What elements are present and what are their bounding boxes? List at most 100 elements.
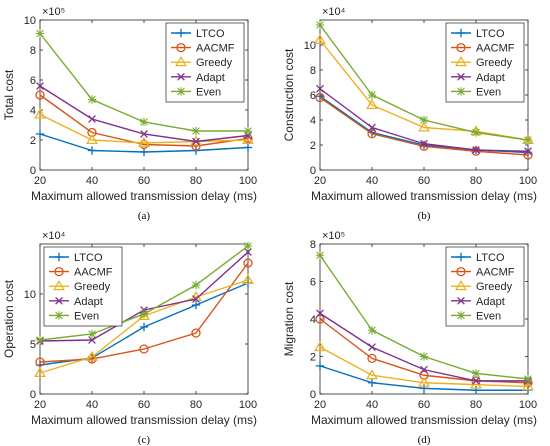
series-even xyxy=(35,29,253,136)
data-point xyxy=(243,126,253,136)
x-tick-label: 100 xyxy=(239,175,257,187)
data-point xyxy=(418,121,430,132)
x-tick-label: 80 xyxy=(190,175,202,187)
x-axis-label: Maximum allowed transmission delay (ms) xyxy=(31,413,257,427)
legend-entry: LTCO xyxy=(476,28,505,40)
data-point xyxy=(420,365,428,374)
data-point xyxy=(191,280,201,290)
data-point xyxy=(140,130,148,138)
y-tick-label: 0 xyxy=(310,389,316,401)
data-point xyxy=(243,143,253,152)
legend-marker xyxy=(457,296,465,305)
data-point xyxy=(36,82,44,90)
data-point xyxy=(368,123,376,132)
y-tick-label: 8 xyxy=(30,45,36,57)
data-point xyxy=(315,361,325,371)
legend-entry: Adapt xyxy=(196,72,225,84)
legend-marker xyxy=(54,311,64,320)
panel-label: (b) xyxy=(418,210,431,222)
data-point xyxy=(35,335,45,345)
data-point xyxy=(191,126,201,136)
data-point xyxy=(316,309,324,318)
data-point xyxy=(35,357,45,367)
legend-marker xyxy=(456,42,466,53)
legend-entry: LTCO xyxy=(476,252,505,264)
data-point xyxy=(471,146,481,156)
series-line xyxy=(319,96,529,156)
data-point xyxy=(35,90,45,100)
legend-entry: LTCO xyxy=(74,252,103,264)
panel-label: (a) xyxy=(138,210,151,222)
y-tick-label: 6 xyxy=(30,75,36,87)
y-tick-label: 6 xyxy=(310,277,316,289)
y-tick-label: 0 xyxy=(30,389,36,401)
data-point xyxy=(139,344,149,354)
data-point xyxy=(191,328,201,338)
x-tick-label: 20 xyxy=(34,175,46,187)
data-point xyxy=(419,352,429,361)
x-tick-label: 40 xyxy=(366,399,378,411)
series-line xyxy=(319,39,529,141)
legend-entry: Greedy xyxy=(476,281,513,293)
y-tick-label: 6 xyxy=(310,90,316,102)
data-point xyxy=(368,343,376,351)
data-point xyxy=(192,295,200,303)
legend-marker xyxy=(456,252,466,262)
series-even xyxy=(35,241,253,345)
data-point xyxy=(522,380,534,391)
data-point xyxy=(88,336,96,344)
legend-marker xyxy=(54,266,64,277)
legend-entry: Even xyxy=(74,310,99,322)
series-line xyxy=(39,113,249,144)
legend-entry: Even xyxy=(476,86,501,98)
x-tick-label: 40 xyxy=(86,399,98,411)
data-point xyxy=(243,241,253,251)
x-axis-label: Maximum allowed transmission delay (ms) xyxy=(31,189,257,203)
x-tick-label: 60 xyxy=(418,175,430,187)
series-adapt xyxy=(36,82,252,146)
data-point xyxy=(86,133,98,145)
x-tick-label: 20 xyxy=(314,175,326,187)
series-adapt xyxy=(316,309,532,385)
legend: LTCO AACMF Greedy Adapt Even xyxy=(43,246,123,327)
legend-marker xyxy=(456,87,466,96)
y-axis-label: Construction cost xyxy=(282,48,296,141)
data-point xyxy=(243,258,253,268)
legend-entry: LTCO xyxy=(196,28,225,40)
y-exponent-label: ×10⁴ xyxy=(322,6,346,18)
legend-entry: Adapt xyxy=(476,72,505,84)
series-greedy xyxy=(34,108,254,148)
panel-label: (d) xyxy=(418,434,431,446)
data-point xyxy=(139,309,149,319)
legend-marker xyxy=(455,280,467,291)
data-point xyxy=(367,378,377,387)
legend-marker xyxy=(54,252,64,262)
x-tick-label: 80 xyxy=(190,399,202,411)
y-tick-label: 4 xyxy=(30,105,36,117)
data-point xyxy=(316,84,324,93)
series-aacmf xyxy=(35,258,253,367)
data-point xyxy=(139,117,149,127)
x-tick-label: 100 xyxy=(519,399,537,411)
data-point xyxy=(366,369,378,380)
y-tick-label: 2 xyxy=(310,140,316,152)
chart-panel-3: 20 40 60 80 100 0 5 10 ×10⁴ Maximum allowed trans… xyxy=(2,230,257,446)
legend-marker xyxy=(53,280,65,291)
legend-marker xyxy=(456,266,466,277)
legend-entry: Adapt xyxy=(74,296,103,308)
data-point xyxy=(87,95,97,104)
data-point xyxy=(138,136,150,148)
y-exponent-label: ×10⁴ xyxy=(42,230,66,242)
x-tick-label: 60 xyxy=(138,175,150,187)
data-point xyxy=(366,98,378,110)
data-point xyxy=(242,133,254,145)
y-tick-label: 10 xyxy=(24,15,36,27)
data-point xyxy=(471,128,481,137)
data-point xyxy=(88,115,96,123)
x-tick-label: 60 xyxy=(418,399,430,411)
data-point xyxy=(192,137,200,146)
y-tick-label: 10 xyxy=(24,289,36,301)
legend-entry: Even xyxy=(476,310,501,322)
x-tick-label: 100 xyxy=(519,175,537,187)
